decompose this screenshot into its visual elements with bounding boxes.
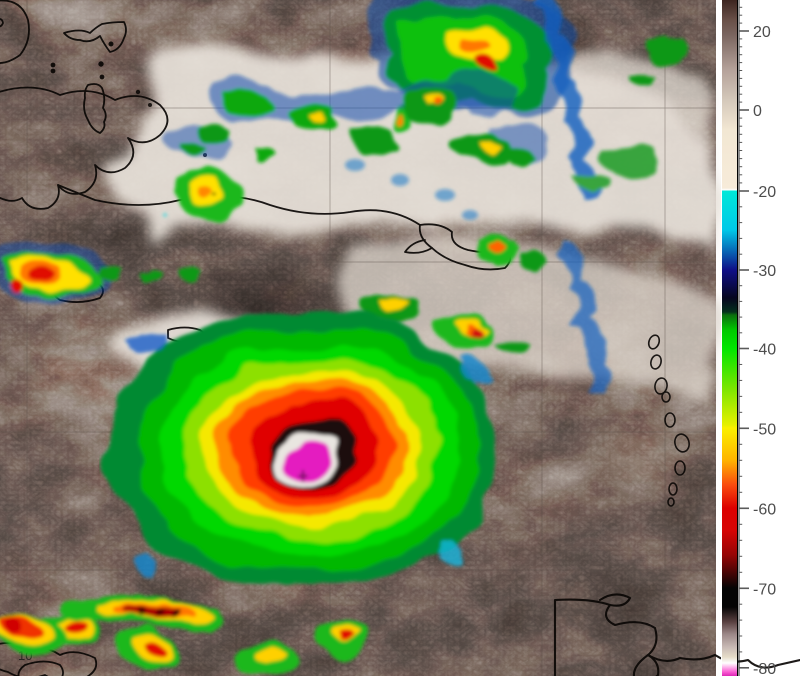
svg-text:-60: -60 [753, 501, 776, 518]
svg-text:-50: -50 [753, 421, 776, 438]
svg-text:-20: -20 [753, 184, 776, 201]
svg-text:-70: -70 [753, 581, 776, 598]
svg-text:0: 0 [753, 103, 762, 120]
svg-text:-40: -40 [753, 342, 776, 359]
svg-text:-80: -80 [753, 661, 776, 676]
svg-text:-30: -30 [753, 263, 776, 280]
svg-text:20: 20 [753, 24, 771, 41]
